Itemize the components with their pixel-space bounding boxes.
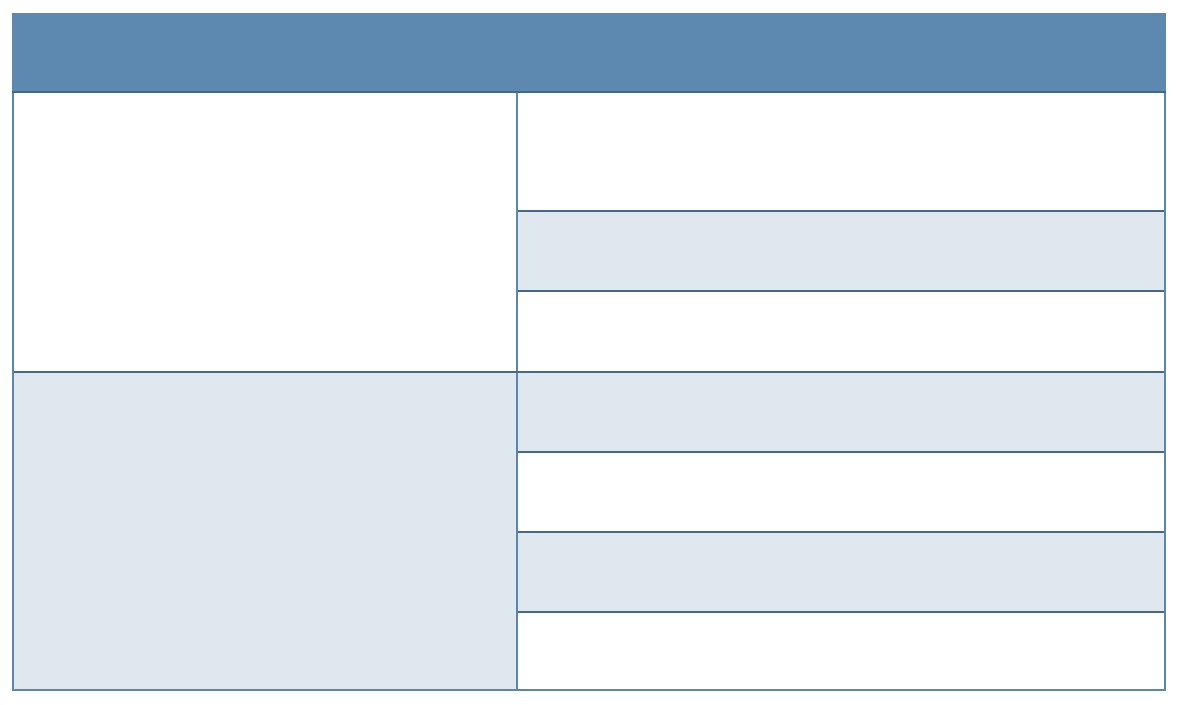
row-divider bbox=[518, 531, 1164, 533]
table-row bbox=[518, 93, 1164, 211]
row-divider bbox=[518, 451, 1164, 453]
column-divider bbox=[516, 93, 518, 689]
row-divider bbox=[518, 210, 1164, 212]
table-header bbox=[12, 13, 1166, 93]
group-cell-1 bbox=[14, 93, 516, 372]
table-row bbox=[518, 211, 1164, 291]
table-row bbox=[518, 612, 1164, 689]
table-row bbox=[518, 372, 1164, 452]
table-row bbox=[518, 532, 1164, 612]
row-divider bbox=[518, 611, 1164, 613]
table bbox=[12, 13, 1166, 691]
row-divider bbox=[518, 290, 1164, 292]
table-row bbox=[518, 452, 1164, 532]
group-cell-2 bbox=[14, 372, 516, 689]
row-divider bbox=[14, 371, 1164, 373]
table-row bbox=[518, 291, 1164, 372]
